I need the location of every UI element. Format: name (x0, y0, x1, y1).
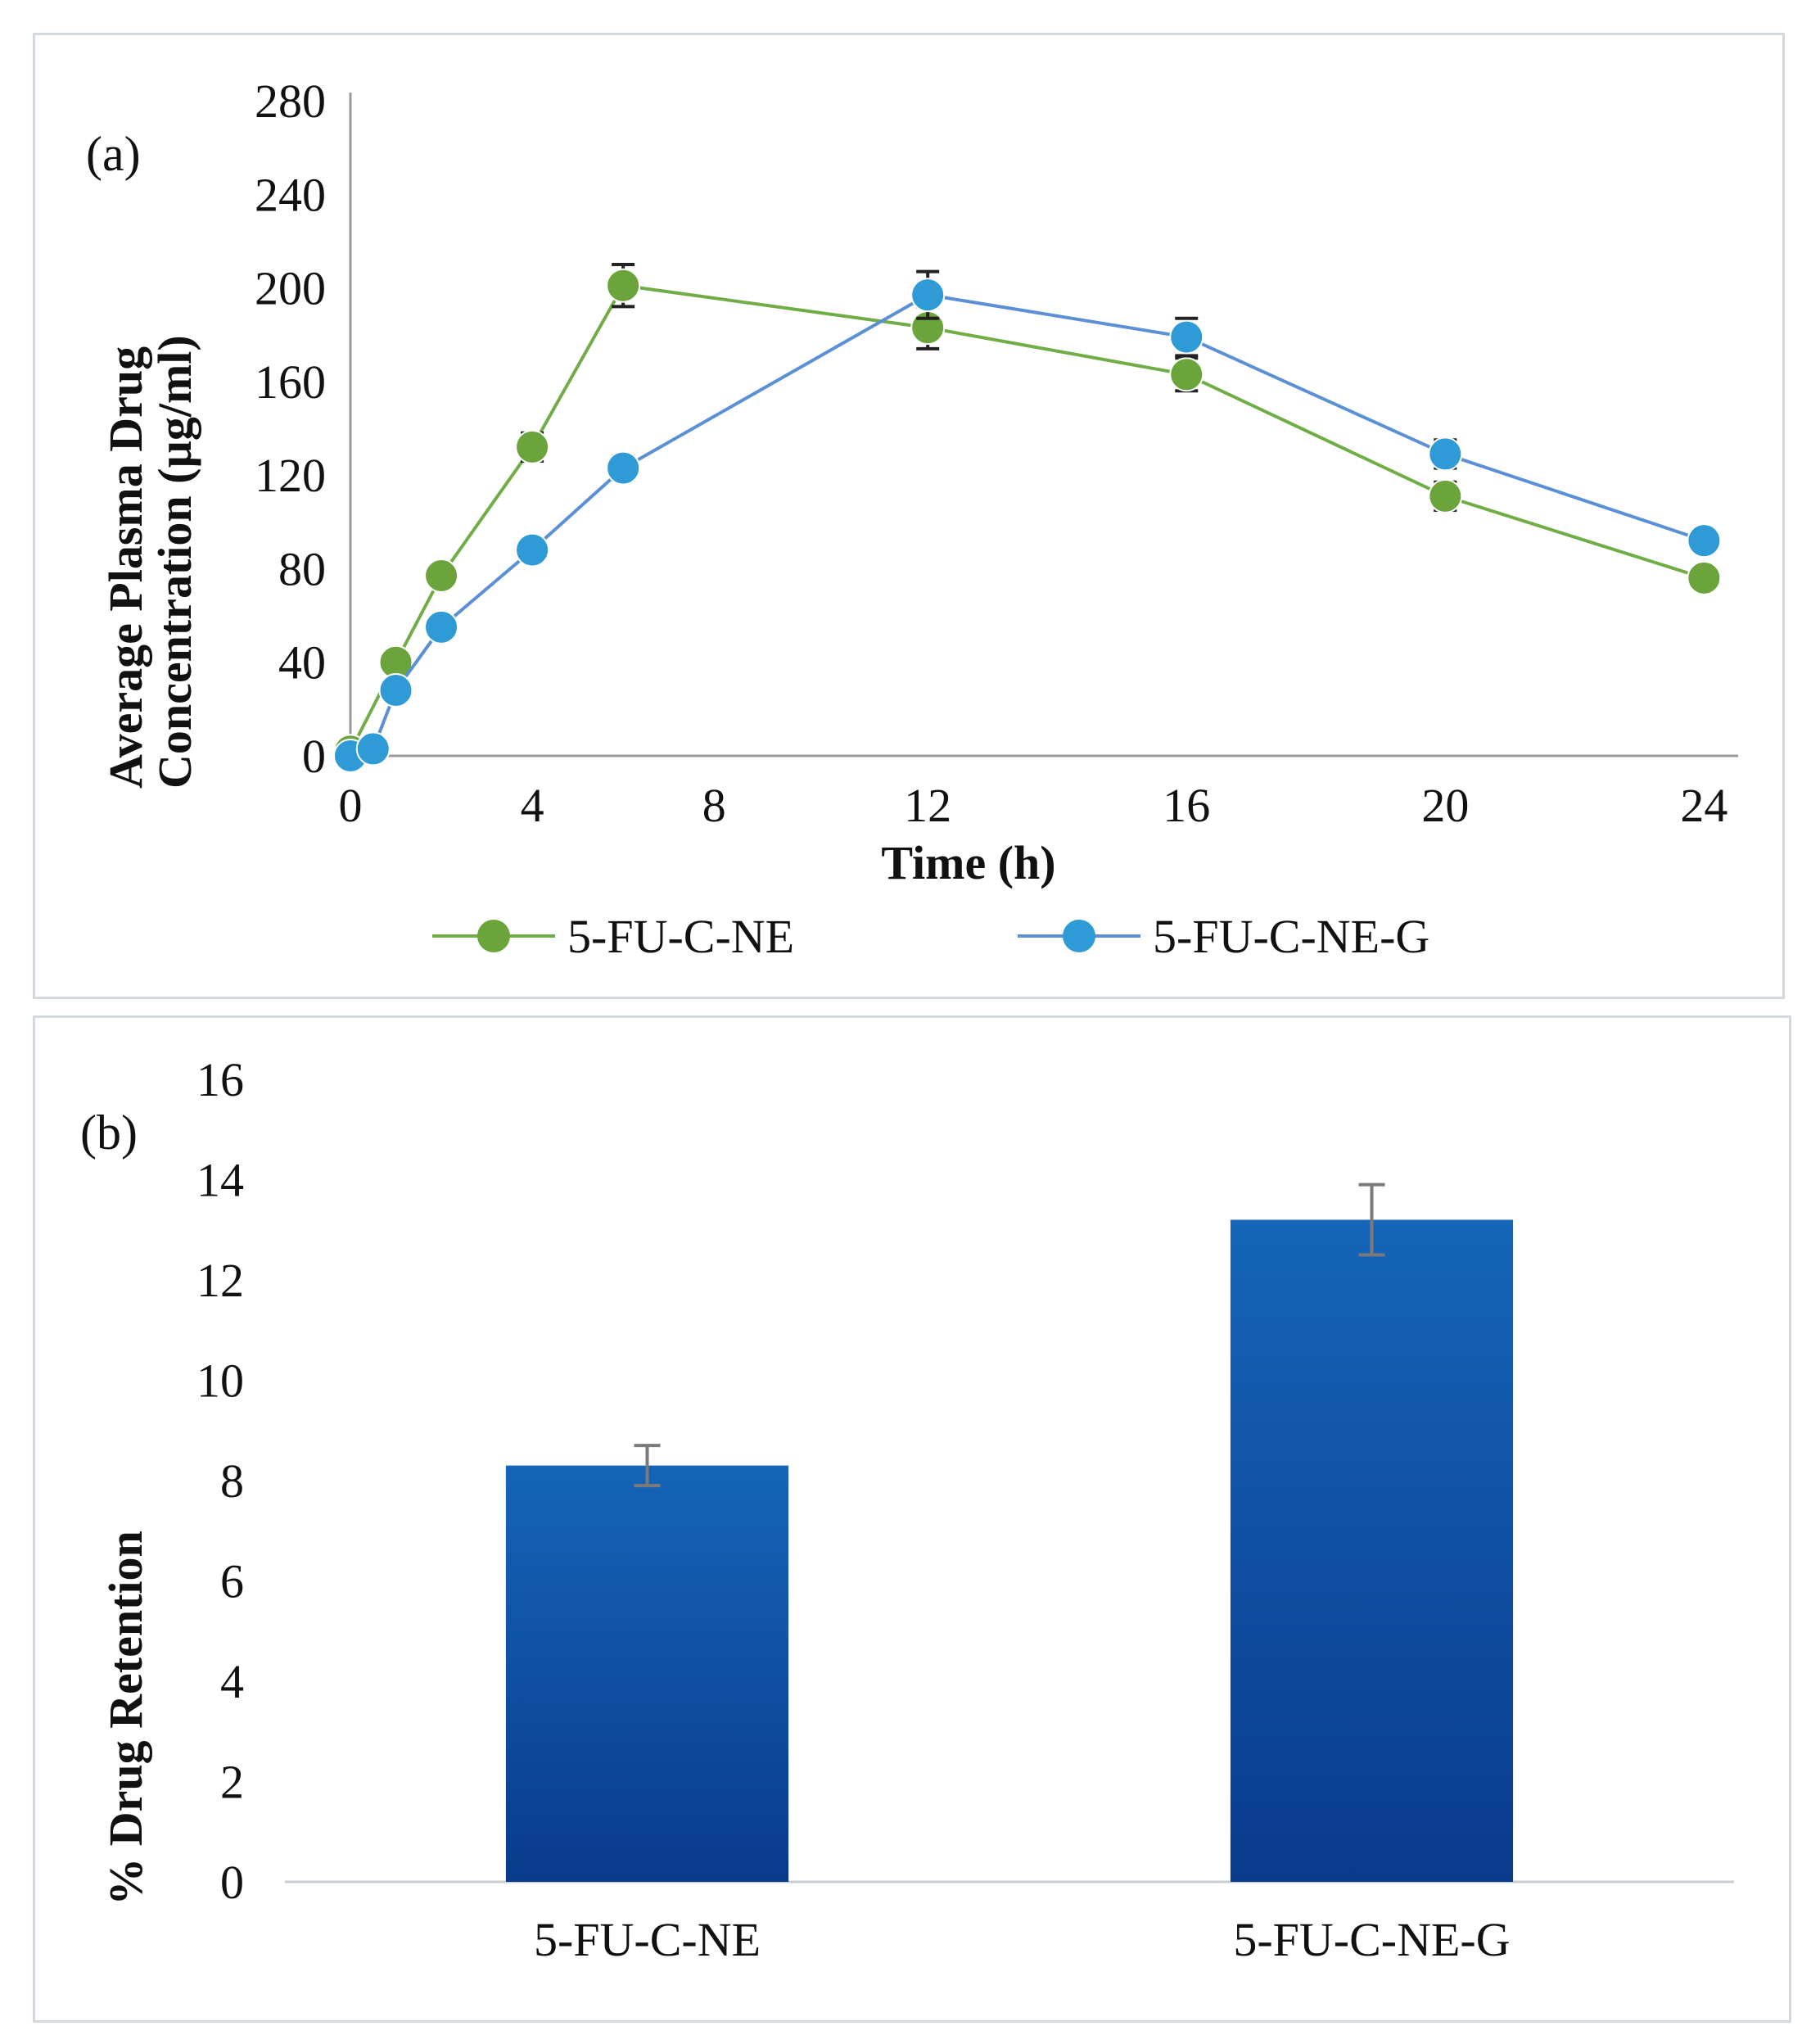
data-point (1169, 357, 1204, 392)
y-tick-label: 120 (255, 449, 326, 502)
bar-5-fu-c-ne (505, 1465, 789, 1882)
bar-chart-svg: (b) % Drug Retention 0 2 4 6 8 10 12 14 16 5-FU-… (80, 1053, 1734, 1966)
legend-marker-5-fu-c-ne (477, 920, 510, 952)
y-tick-label: 200 (255, 262, 326, 315)
y-tick-label: 8 (220, 1454, 244, 1508)
y-axis-title-a: Average Plasma Drug Concentration (µg/ml… (99, 335, 201, 789)
legend-marker-5-fu-c-ne-g (1063, 920, 1095, 952)
y-tick-label: 160 (255, 355, 326, 409)
data-point (606, 450, 641, 486)
y-tick-label: 2 (220, 1756, 244, 1809)
series-line (349, 283, 1705, 753)
y-tick-label: 40 (278, 636, 326, 690)
x-tick-label: 16 (1163, 779, 1210, 832)
data-point (515, 532, 550, 568)
series-line (350, 293, 1705, 757)
x-axis-title-a: Time (h) (881, 836, 1055, 889)
x-tick-label: 12 (904, 779, 951, 832)
data-point (1687, 523, 1722, 558)
y-tick-label: 4 (220, 1655, 244, 1708)
y-tick-label: 280 (255, 75, 326, 128)
legend: 5-FU-C-NE 5-FU-C-NE-G (432, 910, 1429, 963)
legend-item-5-fu-c-ne-g: 5-FU-C-NE-G (1018, 910, 1429, 963)
data-point (1169, 319, 1204, 355)
y-axis-title-b: % Drug Retention (99, 1531, 152, 1906)
data-point (910, 278, 946, 313)
legend-item-5-fu-c-ne: 5-FU-C-NE (432, 910, 794, 963)
series-5-fu-c-ne-g (333, 269, 1722, 773)
data-point (424, 558, 459, 593)
x-tick-label: 8 (702, 779, 726, 832)
y-tick-label: 10 (196, 1354, 244, 1408)
x-category-label: 5-FU-C-NE-G (1233, 1913, 1510, 1966)
y-tick-label: 16 (196, 1053, 244, 1106)
data-point (1687, 560, 1722, 595)
x-category-label: 5-FU-C-NE (534, 1913, 761, 1966)
bar-5-fu-c-ne-g (1230, 1219, 1514, 1882)
y-tick-label: 12 (196, 1254, 244, 1307)
legend-label-5-fu-c-ne: 5-FU-C-NE (567, 910, 794, 963)
x-tick-label: 24 (1680, 779, 1727, 832)
panel-a-line-chart: (a) Average Plasma Drug Concentration (µ… (33, 33, 1785, 999)
x-ticks-a: 0 4 8 12 16 20 24 (339, 779, 1728, 832)
y-ticks-b: 0 2 4 6 8 10 12 14 16 (196, 1053, 244, 1909)
series-group (333, 263, 1722, 773)
panel-b-label: (b) (80, 1106, 138, 1160)
data-point (606, 268, 641, 303)
x-tick-label: 20 (1421, 779, 1469, 832)
bars-group (505, 1183, 1514, 1882)
data-point (378, 673, 413, 708)
y-axis-title-line2: Concentration (µg/ml) (148, 335, 201, 789)
data-point (1428, 478, 1463, 513)
data-point (355, 731, 391, 766)
y-tick-label: 14 (196, 1154, 244, 1207)
legend-label-5-fu-c-ne-g: 5-FU-C-NE-G (1153, 910, 1429, 963)
y-tick-label: 0 (220, 1856, 244, 1909)
y-tick-label: 240 (255, 168, 326, 221)
panel-a-label: (a) (86, 127, 141, 181)
panel-b-bar-chart: (b) % Drug Retention 0 2 4 6 8 10 12 14 16 5-FU-… (33, 1015, 1791, 2023)
x-ticks-b: 5-FU-C-NE 5-FU-C-NE-G (534, 1913, 1511, 1966)
x-tick-label: 4 (521, 779, 544, 832)
y-tick-label: 0 (302, 730, 326, 783)
data-point (424, 609, 459, 644)
y-axis-title-line1: Average Plasma Drug (99, 346, 152, 789)
y-tick-label: 6 (220, 1555, 244, 1608)
line-chart-svg: (a) Average Plasma Drug Concentration (µ… (86, 75, 1738, 963)
data-point (1428, 436, 1463, 472)
y-tick-label: 80 (278, 542, 326, 595)
y-ticks-a: 0 40 80 120 160 200 240 280 (255, 75, 326, 783)
series-5-fu-c-ne (333, 263, 1722, 769)
data-point (515, 429, 550, 464)
x-tick-label: 0 (339, 779, 363, 832)
